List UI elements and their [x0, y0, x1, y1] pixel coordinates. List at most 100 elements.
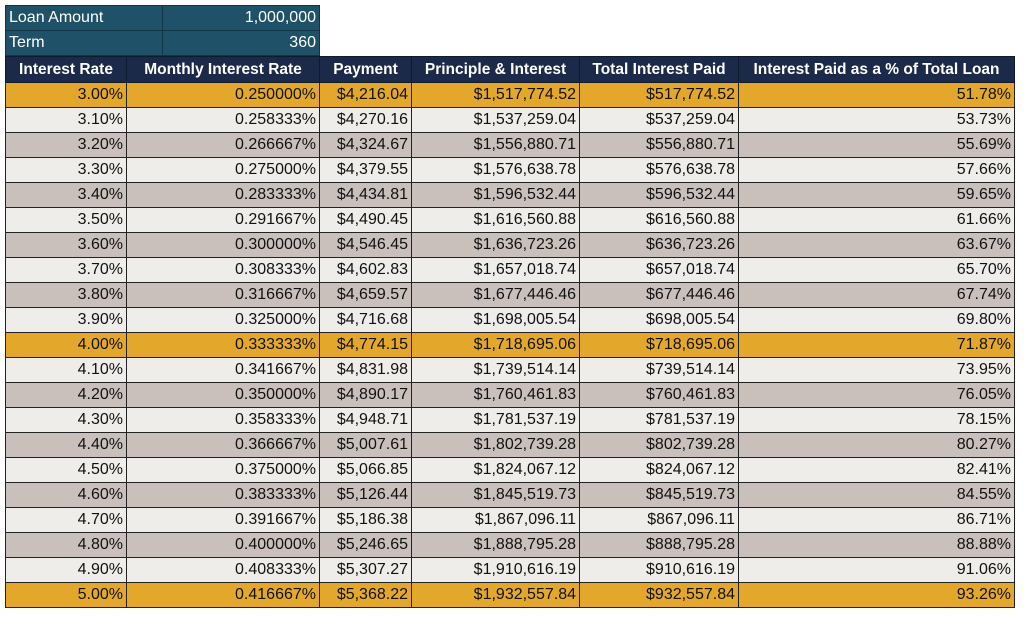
cell-interest-percent[interactable]: 91.06% [738, 557, 1015, 583]
cell-payment[interactable]: $4,948.71 [319, 407, 412, 433]
cell-principle-interest[interactable]: $1,867,096.11 [411, 507, 580, 533]
cell-monthly-interest-rate[interactable]: 0.391667% [126, 507, 320, 533]
cell-monthly-interest-rate[interactable]: 0.266667% [126, 132, 320, 158]
header-total-interest-paid[interactable]: Total Interest Paid [579, 56, 739, 83]
cell-total-interest-paid[interactable]: $537,259.04 [579, 107, 739, 133]
cell-total-interest-paid[interactable]: $576,638.78 [579, 157, 739, 183]
cell-interest-rate[interactable]: 4.80% [5, 532, 127, 558]
cell-payment[interactable]: $4,379.55 [319, 157, 412, 183]
cell-principle-interest[interactable]: $1,718,695.06 [411, 332, 580, 358]
cell-principle-interest[interactable]: $1,781,537.19 [411, 407, 580, 433]
cell-payment[interactable]: $5,126.44 [319, 482, 412, 508]
cell-interest-percent[interactable]: 61.66% [738, 207, 1015, 233]
cell-interest-rate[interactable]: 4.40% [5, 432, 127, 458]
cell-interest-percent[interactable]: 67.74% [738, 282, 1015, 308]
cell-interest-percent[interactable]: 88.88% [738, 532, 1015, 558]
cell-monthly-interest-rate[interactable]: 0.333333% [126, 332, 320, 358]
header-monthly-interest-rate[interactable]: Monthly Interest Rate [126, 56, 320, 83]
cell-monthly-interest-rate[interactable]: 0.275000% [126, 157, 320, 183]
cell-interest-percent[interactable]: 78.15% [738, 407, 1015, 433]
cell-payment[interactable]: $4,324.67 [319, 132, 412, 158]
cell-monthly-interest-rate[interactable]: 0.250000% [126, 82, 320, 108]
cell-payment[interactable]: $4,602.83 [319, 257, 412, 283]
cell-total-interest-paid[interactable]: $910,616.19 [579, 557, 739, 583]
cell-payment[interactable]: $4,890.17 [319, 382, 412, 408]
cell-total-interest-paid[interactable]: $824,067.12 [579, 457, 739, 483]
cell-interest-rate[interactable]: 3.80% [5, 282, 127, 308]
header-payment[interactable]: Payment [319, 56, 412, 83]
cell-monthly-interest-rate[interactable]: 0.325000% [126, 307, 320, 333]
cell-interest-percent[interactable]: 59.65% [738, 182, 1015, 208]
cell-interest-rate[interactable]: 3.30% [5, 157, 127, 183]
cell-principle-interest[interactable]: $1,657,018.74 [411, 257, 580, 283]
cell-total-interest-paid[interactable]: $636,723.26 [579, 232, 739, 258]
header-interest-percent-of-loan[interactable]: Interest Paid as a % of Total Loan [738, 56, 1015, 83]
cell-total-interest-paid[interactable]: $760,461.83 [579, 382, 739, 408]
cell-total-interest-paid[interactable]: $556,880.71 [579, 132, 739, 158]
cell-payment[interactable]: $4,546.45 [319, 232, 412, 258]
cell-interest-rate[interactable]: 4.60% [5, 482, 127, 508]
cell-principle-interest[interactable]: $1,802,739.28 [411, 432, 580, 458]
cell-principle-interest[interactable]: $1,517,774.52 [411, 82, 580, 108]
cell-principle-interest[interactable]: $1,698,005.54 [411, 307, 580, 333]
cell-principle-interest[interactable]: $1,845,519.73 [411, 482, 580, 508]
cell-interest-percent[interactable]: 55.69% [738, 132, 1015, 158]
cell-interest-percent[interactable]: 76.05% [738, 382, 1015, 408]
cell-interest-percent[interactable]: 86.71% [738, 507, 1015, 533]
header-interest-rate[interactable]: Interest Rate [5, 56, 127, 83]
cell-payment[interactable]: $5,246.65 [319, 532, 412, 558]
cell-payment[interactable]: $4,716.68 [319, 307, 412, 333]
cell-interest-percent[interactable]: 73.95% [738, 357, 1015, 383]
term-label[interactable]: Term [5, 30, 163, 56]
cell-total-interest-paid[interactable]: $845,519.73 [579, 482, 739, 508]
cell-payment[interactable]: $5,007.61 [319, 432, 412, 458]
cell-payment[interactable]: $4,490.45 [319, 207, 412, 233]
cell-interest-rate[interactable]: 4.00% [5, 332, 127, 358]
cell-principle-interest[interactable]: $1,677,446.46 [411, 282, 580, 308]
cell-interest-rate[interactable]: 4.50% [5, 457, 127, 483]
cell-monthly-interest-rate[interactable]: 0.258333% [126, 107, 320, 133]
cell-interest-percent[interactable]: 71.87% [738, 332, 1015, 358]
cell-monthly-interest-rate[interactable]: 0.383333% [126, 482, 320, 508]
cell-total-interest-paid[interactable]: $616,560.88 [579, 207, 739, 233]
cell-payment[interactable]: $5,307.27 [319, 557, 412, 583]
cell-principle-interest[interactable]: $1,910,616.19 [411, 557, 580, 583]
cell-total-interest-paid[interactable]: $677,446.46 [579, 282, 739, 308]
cell-interest-rate[interactable]: 3.90% [5, 307, 127, 333]
cell-principle-interest[interactable]: $1,824,067.12 [411, 457, 580, 483]
cell-payment[interactable]: $4,216.04 [319, 82, 412, 108]
cell-total-interest-paid[interactable]: $718,695.06 [579, 332, 739, 358]
cell-interest-rate[interactable]: 3.40% [5, 182, 127, 208]
cell-total-interest-paid[interactable]: $517,774.52 [579, 82, 739, 108]
cell-interest-rate[interactable]: 4.30% [5, 407, 127, 433]
cell-interest-percent[interactable]: 63.67% [738, 232, 1015, 258]
cell-principle-interest[interactable]: $1,537,259.04 [411, 107, 580, 133]
cell-principle-interest[interactable]: $1,888,795.28 [411, 532, 580, 558]
cell-interest-rate[interactable]: 4.90% [5, 557, 127, 583]
cell-interest-rate[interactable]: 5.00% [5, 582, 127, 608]
cell-payment[interactable]: $5,186.38 [319, 507, 412, 533]
cell-interest-rate[interactable]: 4.20% [5, 382, 127, 408]
cell-payment[interactable]: $5,066.85 [319, 457, 412, 483]
cell-monthly-interest-rate[interactable]: 0.408333% [126, 557, 320, 583]
cell-monthly-interest-rate[interactable]: 0.416667% [126, 582, 320, 608]
cell-interest-percent[interactable]: 57.66% [738, 157, 1015, 183]
cell-interest-percent[interactable]: 69.80% [738, 307, 1015, 333]
cell-payment[interactable]: $4,774.15 [319, 332, 412, 358]
cell-total-interest-paid[interactable]: $802,739.28 [579, 432, 739, 458]
cell-interest-rate[interactable]: 3.00% [5, 82, 127, 108]
cell-interest-rate[interactable]: 4.70% [5, 507, 127, 533]
cell-monthly-interest-rate[interactable]: 0.308333% [126, 257, 320, 283]
cell-interest-percent[interactable]: 53.73% [738, 107, 1015, 133]
cell-interest-rate[interactable]: 3.60% [5, 232, 127, 258]
cell-principle-interest[interactable]: $1,616,560.88 [411, 207, 580, 233]
cell-payment[interactable]: $4,434.81 [319, 182, 412, 208]
cell-interest-rate[interactable]: 3.70% [5, 257, 127, 283]
cell-payment[interactable]: $4,659.57 [319, 282, 412, 308]
cell-interest-rate[interactable]: 3.10% [5, 107, 127, 133]
cell-interest-percent[interactable]: 80.27% [738, 432, 1015, 458]
cell-principle-interest[interactable]: $1,556,880.71 [411, 132, 580, 158]
cell-principle-interest[interactable]: $1,576,638.78 [411, 157, 580, 183]
cell-monthly-interest-rate[interactable]: 0.358333% [126, 407, 320, 433]
term-value[interactable]: 360 [162, 30, 320, 56]
